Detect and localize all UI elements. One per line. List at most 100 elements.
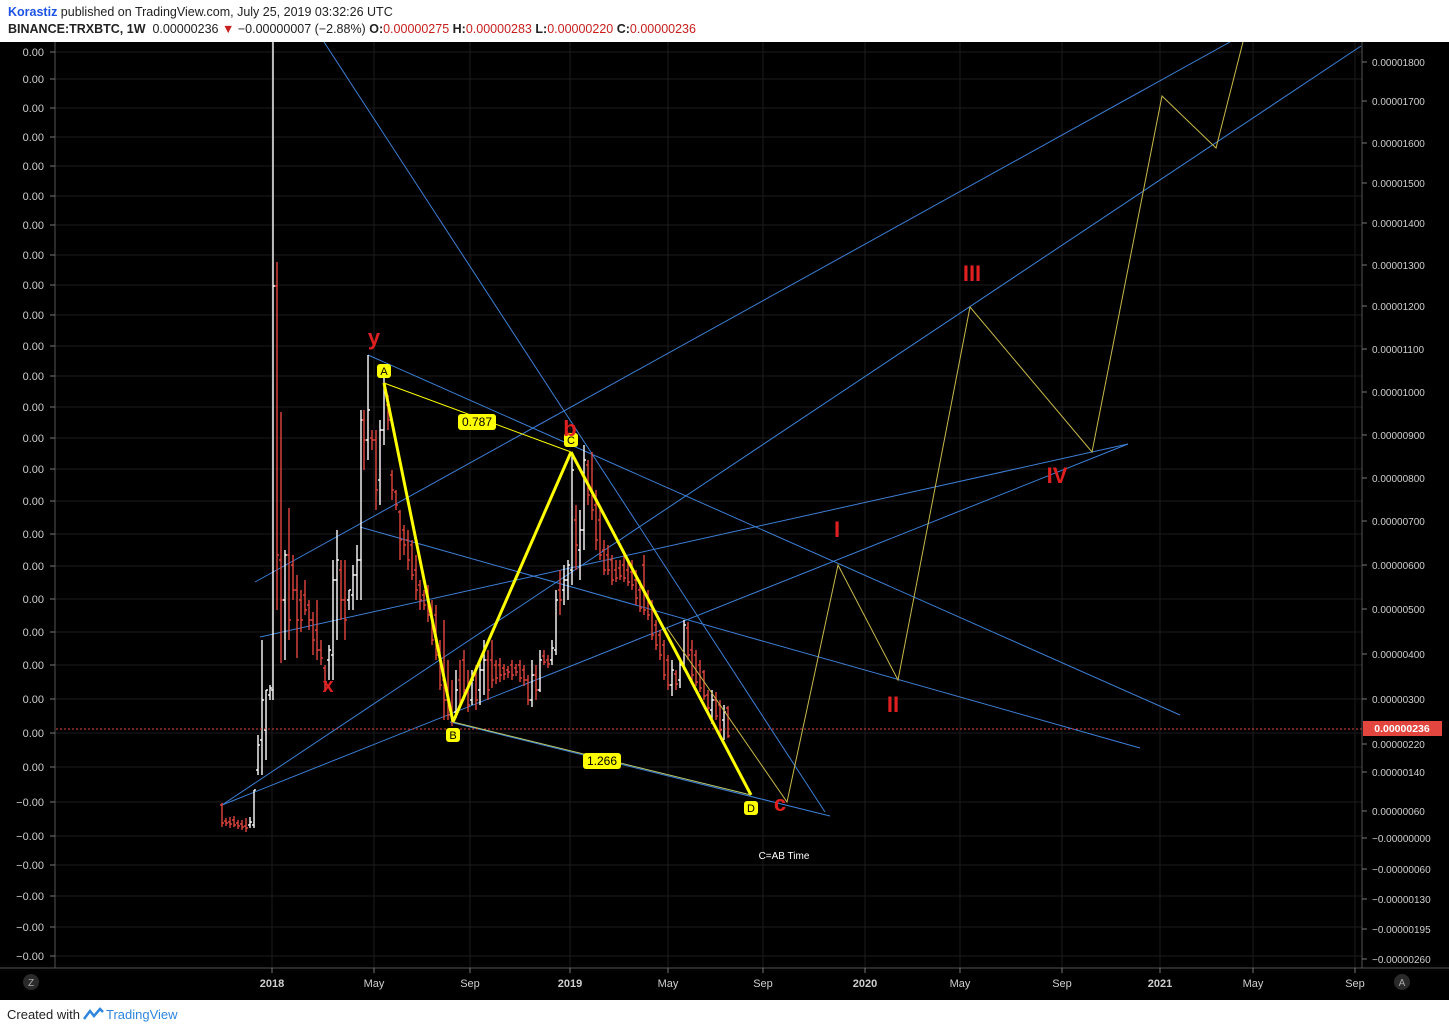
left-axis-tick-label: −0.00 (16, 891, 44, 903)
published-text: published on TradingView.com, July 25, 2… (57, 5, 393, 19)
left-axis-tick-label: −0.00 (16, 797, 44, 809)
time-axis-tick-label: 2020 (853, 978, 877, 990)
left-axis-tick-label: 0.00 (23, 594, 44, 606)
right-axis-tick-label: −0.00000130 (1372, 895, 1431, 906)
pattern-point-label: D (747, 803, 755, 815)
close-value: 0.00000236 (629, 22, 696, 36)
right-axis-tick-label: 0.00000500 (1372, 605, 1425, 616)
time-axis (0, 968, 1449, 1000)
xabcd-leg (569, 451, 753, 796)
author-link[interactable]: Korastiz (8, 5, 58, 19)
left-axis-tick-label: 0.00 (23, 103, 44, 115)
right-axis-tick-label: 0.00000060 (1372, 807, 1425, 818)
right-axis-tick-label: −0.00000260 (1372, 955, 1431, 966)
left-axis-tick-label: 0.00 (23, 433, 44, 445)
left-axis-tick-label: 0.00 (23, 310, 44, 322)
xabcd-leg (451, 451, 573, 723)
time-axis-tick-label: 2019 (558, 978, 582, 990)
right-axis-tick-label: 0.00000300 (1372, 695, 1425, 706)
time-axis-tick-label: Sep (460, 978, 480, 990)
left-axis-tick-label: 0.00 (23, 728, 44, 740)
ohlc-line: BINANCE:TRXBTC, 1W 0.00000236 ▼ −0.00000… (8, 22, 696, 36)
open-value: 0.00000275 (383, 22, 450, 36)
trendline (221, 45, 1362, 806)
left-axis-button[interactable] (23, 974, 39, 990)
footer: Created with TradingView (0, 1000, 1449, 1032)
time-axis-tick-label: Sep (1345, 978, 1365, 990)
ratio-badge (583, 753, 621, 769)
right-axis-tick-label: 0.00000600 (1372, 561, 1425, 572)
right-axis-tick-label: −0.00000000 (1372, 834, 1431, 845)
trendline (367, 354, 1181, 716)
high-label: H: (452, 22, 466, 36)
close-label: C: (616, 22, 630, 36)
right-axis-button[interactable] (1394, 974, 1410, 990)
publish-line: Korastiz published on TradingView.com, J… (8, 5, 393, 19)
trendline (359, 526, 1141, 749)
left-axis-tick-label: 0.00 (23, 191, 44, 203)
ratio-label: 1.266 (587, 754, 617, 768)
right-axis-tick-label: −0.00000195 (1372, 925, 1431, 936)
chart-grid (55, 42, 1362, 968)
open-label: O: (369, 22, 384, 36)
left-axis-tick-label: 0.00 (23, 74, 44, 86)
wave-label: c (774, 791, 786, 816)
right-axis-tick-label: −0.00000060 (1372, 865, 1431, 876)
left-axis-tick-label: −0.00 (16, 951, 44, 963)
right-axis-tick-label: 0.00001800 (1372, 58, 1425, 69)
candles (220, 42, 730, 832)
left-axis-tick-label: 0.00 (23, 762, 44, 774)
projection-polyline (666, 41, 1244, 804)
left-axis-tick-label: 0.00 (23, 627, 44, 639)
wave-label: y (368, 325, 381, 350)
time-axis-tick-label: May (950, 978, 971, 990)
pattern-point-label: B (449, 730, 456, 742)
low-value: 0.00000220 (547, 22, 614, 36)
created-with-text: Created with (7, 1007, 80, 1022)
low-label: L: (535, 22, 548, 36)
tradingview-logo-icon (83, 1007, 104, 1020)
chart-header: Korastiz published on TradingView.com, J… (0, 0, 1449, 42)
right-axis-tick-label: 0.00001400 (1372, 219, 1425, 230)
tradingview-brand[interactable]: TradingView (106, 1007, 178, 1022)
left-axis-tick-label: 0.00 (23, 496, 44, 508)
right-axis-tick-label: 0.00001200 (1372, 302, 1425, 313)
wave-label: IV (1047, 463, 1068, 488)
trendline (259, 443, 1129, 638)
right-axis-button-label: A (1399, 978, 1406, 989)
wave-label: b (563, 416, 576, 441)
ratio-badge (458, 414, 496, 430)
pattern-point-badge (446, 728, 460, 742)
wave-label: I (834, 517, 840, 542)
right-axis-tick-label: 0.00000800 (1372, 474, 1425, 485)
left-axis-button-label: Z (28, 978, 34, 989)
right-axis-tick-label: 0.00000900 (1372, 431, 1425, 442)
price-change: −0.00000007 (−2.88%) (237, 22, 366, 36)
symbol-label: BINANCE:TRXBTC, 1W (8, 22, 146, 36)
time-axis-tick-label: 2021 (1148, 978, 1172, 990)
time-axis-tick-label: Sep (753, 978, 773, 990)
wave-label: x (322, 675, 333, 697)
time-axis-tick-label: May (1243, 978, 1264, 990)
right-axis-tick-label: 0.00001500 (1372, 179, 1425, 190)
pattern-point-badge (377, 364, 391, 378)
right-axis-tick-label: 0.00001600 (1372, 139, 1425, 150)
note-text: C=AB Time (759, 851, 810, 862)
left-axis-tick-label: 0.00 (23, 161, 44, 173)
pattern-point-label: A (380, 366, 388, 378)
time-axis-tick-label: Sep (1052, 978, 1072, 990)
chart-area[interactable]: A B C D 0.787 1.266 y x b c I II III IV C=AB Time 0.00… (0, 41, 1449, 1000)
left-axis-tick-label: 0.00 (23, 561, 44, 573)
time-axis-tick-label: 2018 (260, 978, 284, 990)
left-axis-tick-label: −0.00 (16, 922, 44, 934)
trendline (323, 41, 826, 813)
left-axis-tick-label: 0.00 (23, 371, 44, 383)
right-axis-tick-label: 0.00000140 (1372, 768, 1425, 779)
left-axis-tick-label: 0.00 (23, 660, 44, 672)
trendlines (221, 41, 1362, 817)
ratio-label: 0.787 (462, 415, 492, 429)
pattern-point-badge (744, 801, 758, 815)
left-axis-tick-label: 0.00 (23, 220, 44, 232)
right-axis-tick-label: 0.00001700 (1372, 97, 1425, 108)
